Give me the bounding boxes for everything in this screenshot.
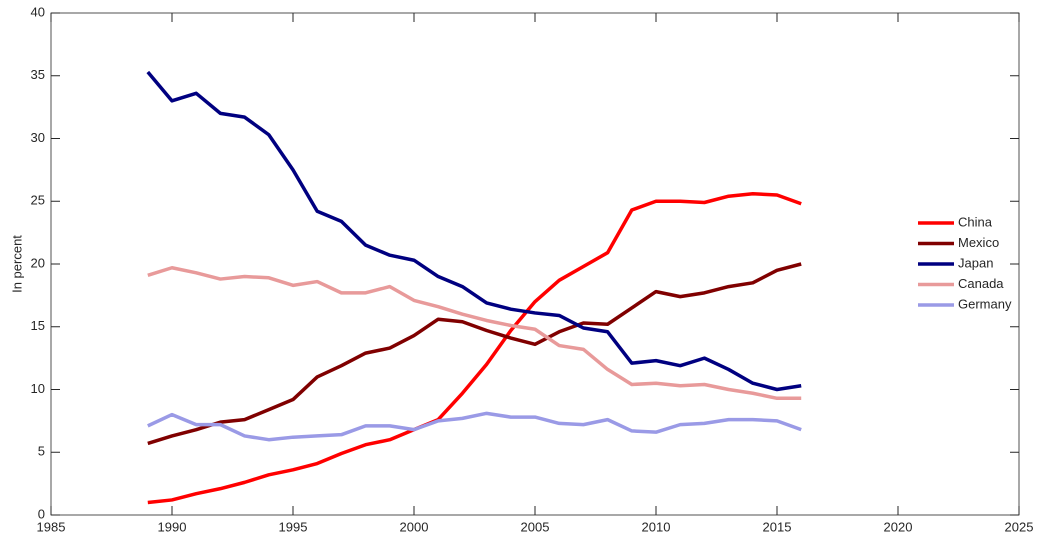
- y-tick-label: 15: [31, 318, 45, 333]
- x-tick-label: 1995: [279, 519, 308, 534]
- plot-area: [50, 12, 1020, 516]
- y-tick-label: 35: [31, 67, 45, 82]
- legend-label: Japan: [958, 255, 993, 270]
- x-tick-label: 1985: [37, 519, 66, 534]
- y-tick-label: 40: [31, 4, 45, 19]
- series-line: [147, 191, 802, 505]
- y-tick-label: 0: [38, 506, 45, 521]
- x-tick-label: 2005: [521, 519, 550, 534]
- x-tick-label: 2010: [642, 519, 671, 534]
- y-tick-label: 5: [38, 444, 45, 459]
- x-tick-label: 2000: [400, 519, 429, 534]
- legend-label: Mexico: [958, 235, 999, 250]
- legend-label: Canada: [958, 276, 1004, 291]
- x-tick-label: 2020: [884, 519, 913, 534]
- y-tick-label: 25: [31, 193, 45, 208]
- y-tick-label: 30: [31, 130, 45, 145]
- x-tick-label: 2025: [1005, 519, 1034, 534]
- x-tick-label: 2015: [763, 519, 792, 534]
- series-line: [146, 70, 802, 392]
- series-line: [147, 262, 802, 446]
- series-line: [147, 266, 802, 401]
- legend-label: China: [958, 214, 993, 229]
- y-tick-label: 10: [31, 381, 45, 396]
- series-line: [147, 411, 802, 442]
- y-tick-label: 20: [31, 255, 45, 270]
- legend-label: Germany: [958, 296, 1012, 311]
- y-axis-label: In percent: [9, 235, 24, 293]
- x-tick-label: 1990: [158, 519, 187, 534]
